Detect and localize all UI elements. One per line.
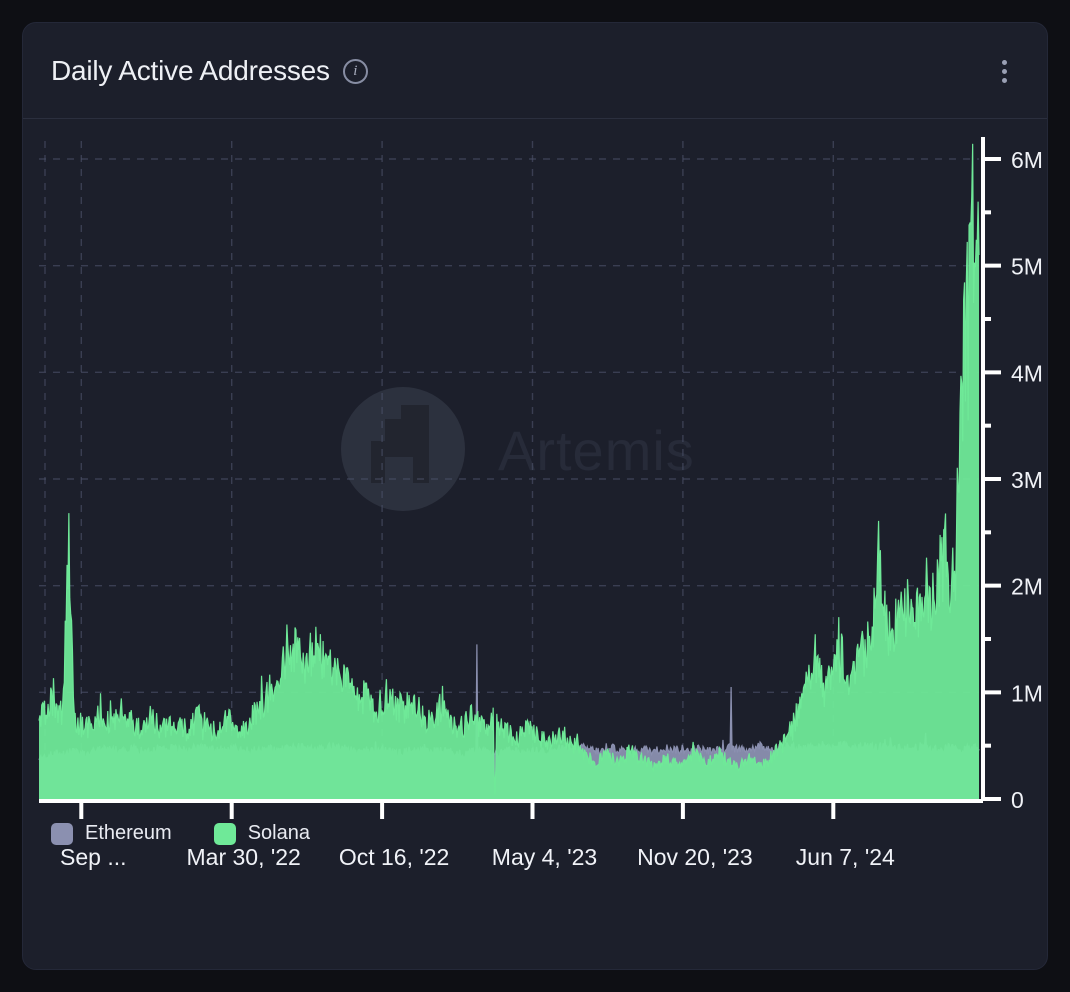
solana-area — [39, 143, 979, 799]
info-circle-icon[interactable]: i — [342, 58, 368, 84]
y-tick-label: 1M — [1011, 680, 1043, 706]
y-tick-label: 5M — [1011, 254, 1043, 280]
axes-layer — [39, 137, 1001, 819]
kebab-menu-icon[interactable] — [989, 54, 1019, 88]
gridlines — [39, 141, 979, 799]
y-tick-label: 2M — [1011, 574, 1043, 600]
x-tick-label: May 4, '23 — [492, 844, 597, 870]
x-tick-label: Jun 7, '24 — [796, 844, 895, 870]
x-tick-label: Mar 30, '22 — [187, 844, 301, 870]
y-tick-label: 4M — [1011, 360, 1043, 386]
legend-swatch-solana — [213, 822, 236, 845]
chart-svg[interactable]: Artemis 0 1M 2M 3M 4M 5M 6M Sep ... Mar 30, '22… — [23, 119, 1049, 879]
menu-dot — [1001, 77, 1007, 83]
legend-label-ethereum: Ethereum — [85, 822, 172, 844]
menu-dot — [1001, 68, 1007, 74]
series-layer — [38, 143, 980, 799]
page-title: Daily Active Addresses — [51, 55, 330, 86]
y-axis-labels: 0 1M 2M 3M 4M 5M 6M — [1011, 147, 1043, 813]
x-tick-label: Nov 20, '23 — [637, 844, 753, 870]
y-tick-label: 3M — [1011, 467, 1043, 493]
x-tick-label: Oct 16, '22 — [339, 844, 450, 870]
menu-dot — [1001, 59, 1007, 65]
legend-swatch-ethereum — [51, 822, 73, 845]
legend-label-solana: Solana — [247, 822, 310, 844]
card-header: Daily Active Addresses i — [23, 23, 1047, 119]
x-tick-label: Sep ... — [60, 844, 126, 870]
chart-card: Daily Active Addresses i Artemis 0 1M 2M 3M… — [22, 22, 1048, 970]
legend-item-ethereum[interactable]: Ethereum — [51, 822, 172, 845]
artemis-watermark: Artemis — [341, 387, 695, 511]
y-tick-label: 6M — [1011, 147, 1043, 173]
x-axis-labels: Sep ... Mar 30, '22 Oct 16, '22 May 4, '23 N… — [60, 844, 895, 870]
title-group: Daily Active Addresses i — [51, 55, 989, 87]
y-tick-label: 0 — [1011, 787, 1024, 813]
svg-text:Artemis: Artemis — [498, 419, 695, 482]
legend: Ethereum Solana — [51, 822, 310, 845]
plot-region: Artemis 0 1M 2M 3M 4M 5M 6M Sep ... Mar 30, '22… — [23, 119, 1049, 879]
legend-item-solana[interactable]: Solana — [213, 822, 310, 845]
